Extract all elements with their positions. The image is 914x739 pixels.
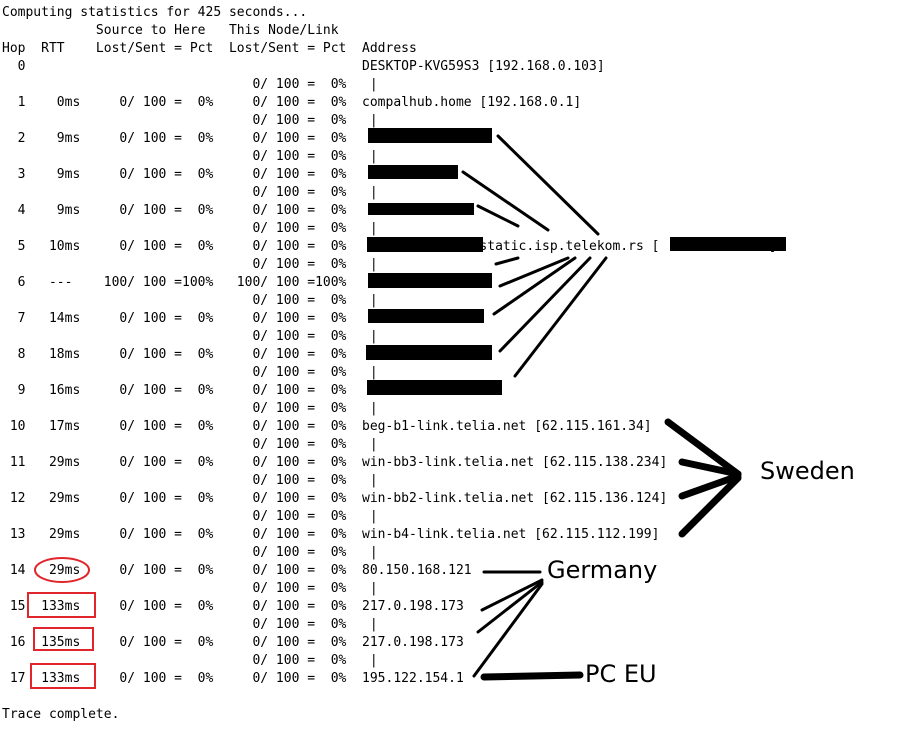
annotation-line-hop-7	[492, 256, 577, 316]
sweden-arrow-hop-13	[678, 474, 742, 538]
germany-line-hop-15	[480, 578, 544, 612]
redaction-box-hop-4	[368, 203, 474, 215]
column-header-line-1: Source to Here This Node/Link	[2, 23, 339, 38]
trace-row-line: 0/ 100 = 0% |	[2, 401, 378, 416]
redaction-box-hop-2	[368, 128, 492, 143]
trace-row-line: 0/ 100 = 0% |	[2, 473, 378, 488]
germany-line-hop-17	[472, 582, 544, 678]
trace-row-line: 0/ 100 = 0% |	[2, 437, 378, 452]
trace-row-line: 17 133ms 0/ 100 = 0% 0/ 100 = 0% 195.122…	[2, 671, 464, 686]
trace-row-line: 11 29ms 0/ 100 = 0% 0/ 100 = 0% win-bb3-…	[2, 455, 668, 470]
trace-complete-line: Trace complete.	[2, 707, 120, 722]
trace-row-line: 4 9ms 0/ 100 = 0% 0/ 100 = 0%	[2, 203, 347, 218]
trace-row-line: 0/ 100 = 0% |	[2, 185, 378, 200]
rtt-highlight-box-hop-16	[33, 627, 94, 651]
germany-label: Germany	[547, 556, 658, 584]
trace-row-line: 7 14ms 0/ 100 = 0% 0/ 100 = 0%	[2, 311, 347, 326]
trace-row-line: 13 29ms 0/ 100 = 0% 0/ 100 = 0% win-b4-l…	[2, 527, 660, 542]
redaction-box-hop-8	[366, 345, 492, 360]
trace-row-line: 0/ 100 = 0% |	[2, 293, 378, 308]
trace-row-line: 0 DESKTOP-KVG59S3 [192.168.0.103]	[2, 59, 605, 74]
redaction-box-hop-6	[368, 273, 492, 288]
trace-row-line: 0/ 100 = 0% |	[2, 365, 378, 380]
annotation-line-hop-5	[494, 256, 520, 266]
rtt-highlight-circle-hop-14	[34, 557, 90, 583]
annotation-line-hop-6	[498, 256, 570, 288]
trace-row-line: 6 --- 100/ 100 =100% 100/ 100 =100%	[2, 275, 347, 290]
trace-row-line: 0/ 100 = 0% |	[2, 77, 378, 92]
redaction-box-hop-9	[367, 380, 502, 395]
column-header-line-2: Hop RTT Lost/Sent = Pct Lost/Sent = Pct …	[2, 41, 417, 56]
trace-row-line: 0/ 100 = 0% |	[2, 329, 378, 344]
trace-row-line: 12 29ms 0/ 100 = 0% 0/ 100 = 0% win-bb2-…	[2, 491, 668, 506]
trace-row-line: 10 17ms 0/ 100 = 0% 0/ 100 = 0% beg-b1-l…	[2, 419, 652, 434]
sweden-arrow-hop-12	[678, 472, 742, 500]
trace-row-line: 9 16ms 0/ 100 = 0% 0/ 100 = 0%	[2, 383, 347, 398]
trace-row-line: 15 133ms 0/ 100 = 0% 0/ 100 = 0% 217.0.1…	[2, 599, 464, 614]
annotation-line-hop-8	[498, 256, 592, 353]
trace-row-line: 14 29ms 0/ 100 = 0% 0/ 100 = 0% 80.150.1…	[2, 563, 472, 578]
pc-eu-line	[480, 671, 584, 681]
rtt-highlight-box-hop-17	[30, 663, 96, 689]
sweden-arrow-hop-11	[678, 458, 742, 478]
sweden-label: Sweden	[760, 457, 855, 485]
trace-row-line: 0/ 100 = 0% |	[2, 257, 378, 272]
trace-row-line: 0/ 100 = 0% |	[2, 113, 378, 128]
trace-row-line: 0/ 100 = 0% |	[2, 581, 378, 596]
pc-eu-label: PC EU	[585, 660, 657, 688]
redaction-box-hop-5-ip	[670, 237, 786, 251]
annotation-line-hop-9	[513, 256, 608, 378]
germany-line-hop-16	[476, 580, 544, 634]
annotation-line-hop-3	[461, 170, 550, 232]
redaction-box-hop-7	[368, 309, 484, 323]
redaction-box-hop-3	[368, 165, 458, 179]
trace-row-line: 0/ 100 = 0% |	[2, 221, 378, 236]
trace-row-line: 1 0ms 0/ 100 = 0% 0/ 100 = 0% compalhub.…	[2, 95, 582, 110]
console-status-line: Computing statistics for 425 seconds...	[2, 5, 308, 20]
trace-row-line: 0/ 100 = 0% |	[2, 149, 378, 164]
trace-row-line: 0/ 100 = 0% |	[2, 545, 378, 560]
rtt-highlight-box-hop-15	[27, 592, 96, 618]
annotation-line-hop-4	[476, 204, 520, 228]
trace-row-line: 5 10ms 0/ 100 = 0% 0/ 100 = 0% .static.i…	[17, 239, 777, 254]
trace-row-line: 0/ 100 = 0% |	[2, 509, 378, 524]
trace-row-line: 0/ 100 = 0% |	[2, 617, 378, 632]
trace-row-line: 2 9ms 0/ 100 = 0% 0/ 100 = 0%	[2, 131, 347, 146]
trace-row-line: 16 135ms 0/ 100 = 0% 0/ 100 = 0% 217.0.1…	[2, 635, 464, 650]
trace-row-line: 0/ 100 = 0% |	[2, 653, 378, 668]
trace-row-line: 8 18ms 0/ 100 = 0% 0/ 100 = 0%	[2, 347, 347, 362]
sweden-arrow-hop-10	[664, 418, 742, 478]
redaction-box-hop-5-host	[367, 237, 483, 252]
trace-row-line: 3 9ms 0/ 100 = 0% 0/ 100 = 0%	[2, 167, 347, 182]
annotation-line-hop-2	[496, 134, 600, 236]
